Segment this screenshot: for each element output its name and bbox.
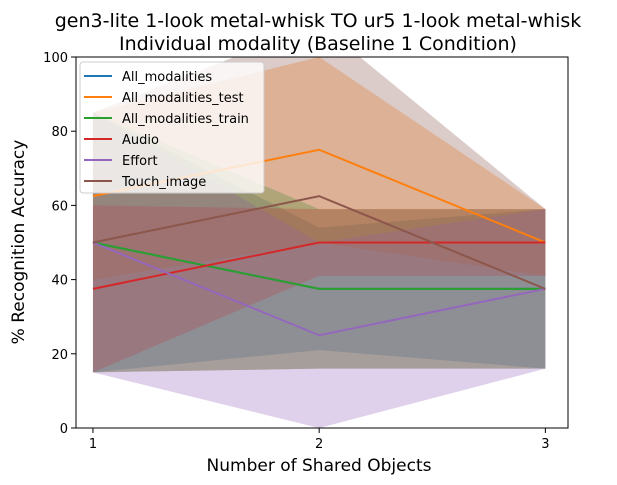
y-tick-label: 0 bbox=[60, 422, 68, 437]
legend: All_modalities All_modalities_test All_mod… bbox=[79, 61, 265, 194]
x-tick-label: 1 bbox=[89, 437, 97, 452]
y-axis-ticks: 0 20 40 60 80 100 bbox=[43, 51, 76, 437]
line-effort bbox=[92, 241, 546, 337]
x-tick-label: 2 bbox=[315, 437, 323, 452]
legend-box bbox=[79, 61, 265, 194]
x-axis-ticks: 1 2 3 bbox=[89, 428, 550, 452]
y-axis-label: % Recognition Accuracy bbox=[9, 140, 29, 345]
chart-title-line-1: gen3-lite 1-look metal-whisk TO ur5 1-lo… bbox=[55, 10, 582, 32]
y-tick-label: 100 bbox=[43, 51, 68, 66]
legend-label-all-modalities: All_modalities bbox=[122, 70, 212, 85]
legend-label-all-modalities-train: All_modalities_train bbox=[122, 112, 249, 127]
line-all-modalities-train bbox=[92, 241, 546, 290]
x-tick-label: 3 bbox=[541, 437, 549, 452]
plot-frame bbox=[75, 56, 569, 429]
y-tick-label: 80 bbox=[51, 125, 68, 140]
band-audio bbox=[92, 205, 546, 373]
legend-label-all-modalities-test: All_modalities_test bbox=[122, 91, 244, 106]
x-axis-label: Number of Shared Objects bbox=[207, 456, 432, 476]
series-lines bbox=[92, 148, 546, 337]
legend-label-touch-image: Touch_image bbox=[121, 175, 206, 190]
chart-title-line-2: Individual modality (Baseline 1 Conditio… bbox=[119, 33, 517, 55]
legend-label-audio: Audio bbox=[122, 133, 159, 148]
y-tick-label: 20 bbox=[51, 348, 68, 363]
legend-label-effort: Effort bbox=[122, 154, 158, 169]
y-tick-label: 40 bbox=[51, 274, 68, 289]
line-touch-image bbox=[92, 195, 546, 290]
y-tick-label: 60 bbox=[51, 199, 68, 214]
